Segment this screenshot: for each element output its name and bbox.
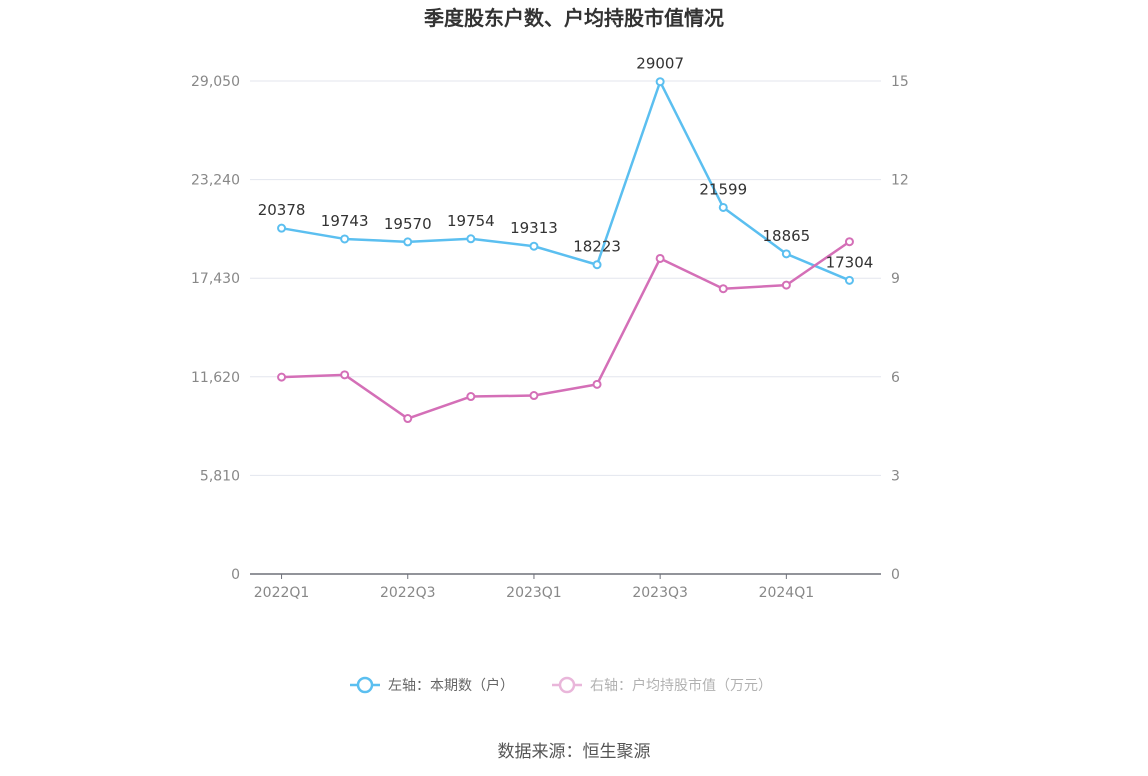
data-point [529,391,539,401]
data-point [277,372,287,382]
data-point [844,237,854,247]
data-point [529,241,539,251]
y-left-tick-label: 17,430 [191,271,240,287]
data-label: 21599 [699,180,747,198]
y-left-tick-label: 23,240 [191,173,240,189]
data-point [340,370,350,380]
data-point [655,253,665,263]
x-tick-label: 2023Q1 [506,585,562,601]
y-left-tick-label: 5,810 [200,468,240,484]
data-point [781,280,791,290]
data-label: 18223 [573,238,621,256]
data-point [655,77,665,87]
grid [250,80,881,476]
data-label: 19313 [510,219,558,237]
legend-label: 左轴：本期数（户） [388,677,514,694]
axes: 0 0 5,810 3 11,620 6 17,430 9 23,240 12 29,050 15 20… [191,74,909,601]
data-point [592,260,602,270]
data-point [466,234,476,244]
series [277,77,854,424]
data-point [718,284,728,294]
legend-item-0[interactable]: 左轴：本期数（户） [350,676,514,694]
data-point [718,202,728,212]
y-right-tick-label: 6 [891,370,900,386]
legend[interactable]: 左轴：本期数（户） 右轴：户均持股市值（万元） [350,676,772,694]
y-right-tick-label: 0 [891,567,900,583]
data-label: 18865 [762,227,810,245]
data-point [340,234,350,244]
data-point [466,392,476,402]
data-label: 19754 [447,212,495,230]
data-label: 17304 [826,253,874,271]
y-right-tick-label: 3 [891,468,900,484]
y-left-tick-label: 29,050 [191,74,240,90]
y-left-tick-label: 0 [231,567,240,583]
y-right-tick-label: 15 [891,74,909,90]
legend-label: 右轴：户均持股市值（万元） [590,677,772,694]
data-label: 19743 [321,212,369,230]
legend-marker [356,676,374,694]
series-line-1 [281,240,851,420]
data-label: 19570 [384,215,432,233]
legend-item-1[interactable]: 右轴：户均持股市值（万元） [552,676,772,694]
chart-title: 季度股东户数、户均持股市值情况 [423,6,724,30]
data-label: 20378 [258,201,306,219]
data-point [844,275,854,285]
x-tick-label: 2022Q3 [380,585,436,601]
series-line-0 [281,80,850,282]
data-point [403,237,413,247]
data-point [403,414,413,424]
y-left-tick-label: 11,620 [191,370,240,386]
x-tick-label: 2023Q3 [632,585,688,601]
data-point [277,223,287,233]
x-tick-label: 2022Q1 [254,585,310,601]
data-label: 29007 [636,55,684,73]
data-point [781,249,791,259]
data-labels: 20378 19743 19570 19754 19313 18223 29007 21599… [258,55,874,272]
data-point [592,379,602,389]
x-tick-label: 2024Q1 [759,585,815,601]
legend-marker [558,676,576,694]
source-note: 数据来源：恒生聚源 [498,742,651,762]
y-right-tick-label: 12 [891,173,909,189]
y-right-tick-label: 9 [891,271,900,287]
